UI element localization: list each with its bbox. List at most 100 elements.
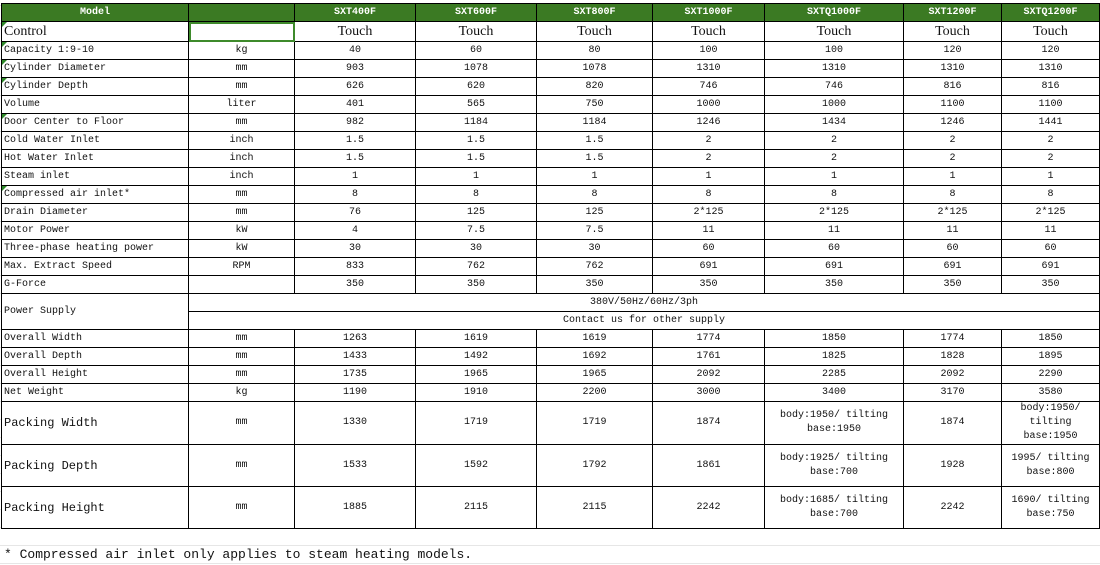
- value-cell[interactable]: 30: [536, 239, 653, 258]
- value-cell[interactable]: 30: [294, 239, 416, 258]
- unit-cell[interactable]: mm: [188, 203, 295, 222]
- value-cell[interactable]: 626: [294, 77, 416, 96]
- row-label-cell[interactable]: Max. Extract Speed: [1, 257, 189, 276]
- value-cell[interactable]: 350: [764, 275, 904, 294]
- value-cell[interactable]: 762: [536, 257, 653, 276]
- value-cell[interactable]: 2: [652, 149, 765, 168]
- row-label-cell[interactable]: Volume: [1, 95, 189, 114]
- row-label-cell[interactable]: Drain Diameter: [1, 203, 189, 222]
- value-cell[interactable]: 1533: [294, 444, 416, 487]
- value-cell[interactable]: 2242: [903, 486, 1002, 529]
- value-cell[interactable]: 820: [536, 77, 653, 96]
- value-cell[interactable]: 350: [536, 275, 653, 294]
- value-cell[interactable]: Touch: [536, 21, 653, 42]
- row-label-cell[interactable]: Door Center to Floor: [1, 113, 189, 132]
- value-cell[interactable]: 1965: [415, 365, 537, 384]
- value-cell[interactable]: 2290: [1001, 365, 1100, 384]
- row-label-cell[interactable]: Cylinder Depth: [1, 77, 189, 96]
- value-cell[interactable]: 1492: [415, 347, 537, 366]
- value-cell[interactable]: 1: [536, 167, 653, 186]
- unit-cell[interactable]: mm: [188, 401, 295, 445]
- value-cell[interactable]: 2*125: [903, 203, 1002, 222]
- value-cell[interactable]: body:1685/ tilting base:700: [764, 486, 904, 529]
- model-header-cell[interactable]: SXT1000F: [652, 3, 765, 22]
- value-cell[interactable]: 1.5: [536, 131, 653, 150]
- value-cell[interactable]: 1000: [764, 95, 904, 114]
- value-cell[interactable]: 8: [764, 185, 904, 204]
- value-cell[interactable]: 125: [415, 203, 537, 222]
- model-header-cell[interactable]: SXTQ1200F: [1001, 3, 1100, 22]
- value-cell[interactable]: 60: [903, 239, 1002, 258]
- row-label-cell[interactable]: Power Supply: [1, 293, 189, 330]
- value-cell[interactable]: 2200: [536, 383, 653, 402]
- value-cell[interactable]: 1885: [294, 486, 416, 529]
- value-cell[interactable]: 691: [1001, 257, 1100, 276]
- value-cell[interactable]: 1619: [415, 329, 537, 348]
- value-cell[interactable]: 1100: [1001, 95, 1100, 114]
- value-cell[interactable]: 1184: [536, 113, 653, 132]
- row-label-cell[interactable]: Packing Height: [1, 486, 189, 529]
- value-cell[interactable]: 1792: [536, 444, 653, 487]
- row-label-cell[interactable]: Overall Depth: [1, 347, 189, 366]
- model-header-cell[interactable]: SXT600F: [415, 3, 537, 22]
- value-cell[interactable]: 746: [652, 77, 765, 96]
- value-cell[interactable]: 1246: [652, 113, 765, 132]
- power-supply-value[interactable]: 380V/50Hz/60Hz/3ph: [188, 293, 1100, 312]
- value-cell[interactable]: 1.5: [415, 149, 537, 168]
- value-cell[interactable]: 11: [903, 221, 1002, 240]
- value-cell[interactable]: 2115: [415, 486, 537, 529]
- value-cell[interactable]: 60: [415, 41, 537, 60]
- value-cell[interactable]: 350: [1001, 275, 1100, 294]
- value-cell[interactable]: 1965: [536, 365, 653, 384]
- row-label-cell[interactable]: Packing Depth: [1, 444, 189, 487]
- value-cell[interactable]: body:1925/ tilting base:700: [764, 444, 904, 487]
- value-cell[interactable]: 11: [1001, 221, 1100, 240]
- selected-cell[interactable]: [188, 21, 295, 42]
- value-cell[interactable]: 1: [764, 167, 904, 186]
- power-supply-note[interactable]: Contact us for other supply: [188, 311, 1100, 330]
- value-cell[interactable]: 746: [764, 77, 904, 96]
- value-cell[interactable]: 1184: [415, 113, 537, 132]
- value-cell[interactable]: 903: [294, 59, 416, 78]
- value-cell[interactable]: 350: [652, 275, 765, 294]
- model-header-cell[interactable]: SXT400F: [294, 3, 416, 22]
- row-label-cell[interactable]: Compressed air inlet*: [1, 185, 189, 204]
- unit-cell[interactable]: inch: [188, 149, 295, 168]
- value-cell[interactable]: 1874: [652, 401, 765, 445]
- value-cell[interactable]: 1: [903, 167, 1002, 186]
- value-cell[interactable]: 1190: [294, 383, 416, 402]
- row-label-cell[interactable]: Cylinder Diameter: [1, 59, 189, 78]
- value-cell[interactable]: 1719: [536, 401, 653, 445]
- value-cell[interactable]: 1.5: [415, 131, 537, 150]
- value-cell[interactable]: 1078: [536, 59, 653, 78]
- row-label-cell[interactable]: Three-phase heating power: [1, 239, 189, 258]
- value-cell[interactable]: 60: [764, 239, 904, 258]
- row-label-cell[interactable]: Steam inlet: [1, 167, 189, 186]
- value-cell[interactable]: 2: [764, 149, 904, 168]
- value-cell[interactable]: 2*125: [1001, 203, 1100, 222]
- unit-cell[interactable]: inch: [188, 167, 295, 186]
- value-cell[interactable]: Touch: [415, 21, 537, 42]
- value-cell[interactable]: 833: [294, 257, 416, 276]
- value-cell[interactable]: 2115: [536, 486, 653, 529]
- row-label-cell[interactable]: Capacity 1:9-10: [1, 41, 189, 60]
- unit-cell[interactable]: mm: [188, 185, 295, 204]
- value-cell[interactable]: 982: [294, 113, 416, 132]
- header-unit-cell[interactable]: [188, 3, 295, 22]
- value-cell[interactable]: 1928: [903, 444, 1002, 487]
- unit-cell[interactable]: mm: [188, 347, 295, 366]
- value-cell[interactable]: 350: [903, 275, 1002, 294]
- value-cell[interactable]: 620: [415, 77, 537, 96]
- value-cell[interactable]: 120: [903, 41, 1002, 60]
- value-cell[interactable]: 2*125: [764, 203, 904, 222]
- model-header-cell[interactable]: SXT1200F: [903, 3, 1002, 22]
- value-cell[interactable]: 401: [294, 95, 416, 114]
- value-cell[interactable]: 1246: [903, 113, 1002, 132]
- value-cell[interactable]: 1692: [536, 347, 653, 366]
- value-cell[interactable]: 350: [294, 275, 416, 294]
- value-cell[interactable]: 1995/ tilting base:800: [1001, 444, 1100, 487]
- value-cell[interactable]: 1735: [294, 365, 416, 384]
- value-cell[interactable]: 1: [294, 167, 416, 186]
- unit-cell[interactable]: RPM: [188, 257, 295, 276]
- unit-cell[interactable]: kg: [188, 41, 295, 60]
